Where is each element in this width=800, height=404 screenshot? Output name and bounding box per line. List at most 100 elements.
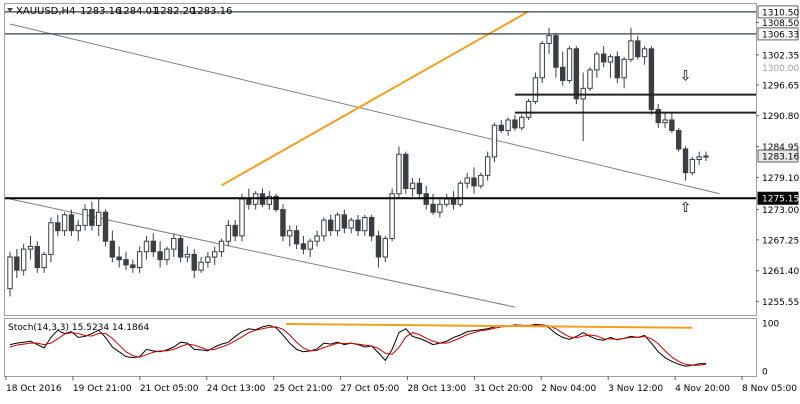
candle (225, 220, 232, 247)
x-tick-label: 28 Oct 13:00 (407, 384, 466, 394)
candle (212, 246, 218, 265)
candle (580, 72, 586, 142)
candle-body-down (450, 198, 457, 205)
y-tick-label: 1308.50 (762, 19, 799, 29)
candle-body-up (136, 251, 143, 269)
candle (532, 72, 539, 105)
candle (68, 209, 75, 236)
candle (20, 243, 27, 276)
candle-body-up (96, 211, 102, 226)
arrow-up-icon: ⇧ (680, 200, 692, 216)
stoch-trend-line[interactable] (286, 322, 693, 329)
candle-body-up (212, 251, 218, 258)
candle-body-up (82, 209, 88, 226)
candle-body-up (703, 155, 709, 158)
candle (430, 193, 436, 215)
candle (130, 259, 136, 273)
trend-line-2[interactable] (221, 10, 530, 187)
candle (382, 235, 388, 263)
candle (157, 241, 163, 268)
y-tick-label: 1273.00 (762, 206, 799, 216)
candle-body-up (484, 156, 491, 176)
trend-line-0[interactable] (9, 23, 720, 195)
candle (102, 209, 109, 247)
candle-body-down (573, 48, 580, 100)
candle (560, 51, 566, 86)
candle-body-down (130, 264, 136, 269)
x-tick-label: 21 Oct 05:00 (140, 384, 199, 394)
candle (143, 235, 150, 260)
candle (82, 204, 88, 231)
candle (300, 235, 307, 255)
candle (341, 209, 348, 234)
candle-body-up (525, 101, 532, 118)
candle (136, 246, 143, 273)
candle (389, 188, 395, 242)
stoch-line-signal (9, 324, 707, 366)
candle (437, 199, 443, 218)
price-tag-label: 1306.33 (762, 30, 799, 40)
candle-body-down (682, 148, 689, 174)
candle (355, 214, 361, 236)
candle-body-down (403, 153, 409, 189)
y-tick-label: 1290.80 (762, 112, 799, 122)
ohlc-low: 1282.20 (154, 6, 195, 17)
candle-body-up (641, 48, 648, 58)
candle (34, 241, 40, 273)
candle-body-up (689, 159, 696, 174)
candle (27, 235, 34, 260)
candle-body-up (266, 195, 272, 205)
candle (239, 193, 245, 242)
x-tick-label: 3 Nov 12:00 (608, 384, 663, 394)
candle (539, 40, 545, 84)
candle-body-up (594, 53, 600, 71)
y-tick-label: 1296.65 (762, 81, 799, 91)
candle (307, 238, 313, 258)
candle (403, 151, 409, 194)
candle (512, 114, 518, 131)
candle-body-down (89, 209, 95, 226)
candle (519, 114, 525, 131)
candle-body-up (7, 256, 13, 290)
candle (498, 119, 504, 134)
candle (218, 238, 225, 258)
x-tick-label: 27 Oct 05:00 (341, 384, 400, 394)
candle (314, 230, 320, 247)
ohlc-high: 1284.01 (117, 6, 158, 17)
chart-menu-triangle-icon[interactable] (7, 8, 13, 12)
candle-body-up (662, 119, 668, 124)
candle (444, 193, 450, 207)
candle (123, 251, 129, 271)
candle-body-up (225, 224, 232, 242)
x-tick-label: 31 Oct 20:00 (474, 384, 533, 394)
candle-body-down (34, 245, 40, 269)
candle-body-up (164, 248, 170, 261)
candle-body-up (519, 116, 525, 129)
candle (266, 191, 272, 210)
candle-body-up (171, 238, 177, 250)
candle-body-up (696, 156, 702, 161)
candle (655, 104, 661, 128)
symbol-label: XAUUSD,H4 (16, 6, 75, 17)
candle-body-down (116, 256, 122, 261)
y-tick-label: 1302.35 (762, 51, 799, 61)
candle-body-down (273, 195, 279, 211)
price-tag (757, 5, 799, 19)
candle-body-down (416, 182, 423, 195)
candle (478, 172, 484, 189)
candle-body-up (396, 153, 402, 195)
candle-body-down (430, 203, 436, 213)
price-tag-label: 1283.16 (762, 153, 799, 163)
y-tick-label: 1255.55 (762, 298, 799, 308)
candle (396, 146, 402, 200)
ohlc-open: 1283.16 (80, 6, 121, 17)
candle (682, 146, 689, 181)
candle (96, 199, 102, 236)
price-tag-label: 1275.15 (762, 195, 799, 205)
candle (525, 98, 532, 120)
candle-body-down (246, 198, 252, 205)
candle (621, 56, 627, 89)
price-tag (757, 27, 799, 41)
